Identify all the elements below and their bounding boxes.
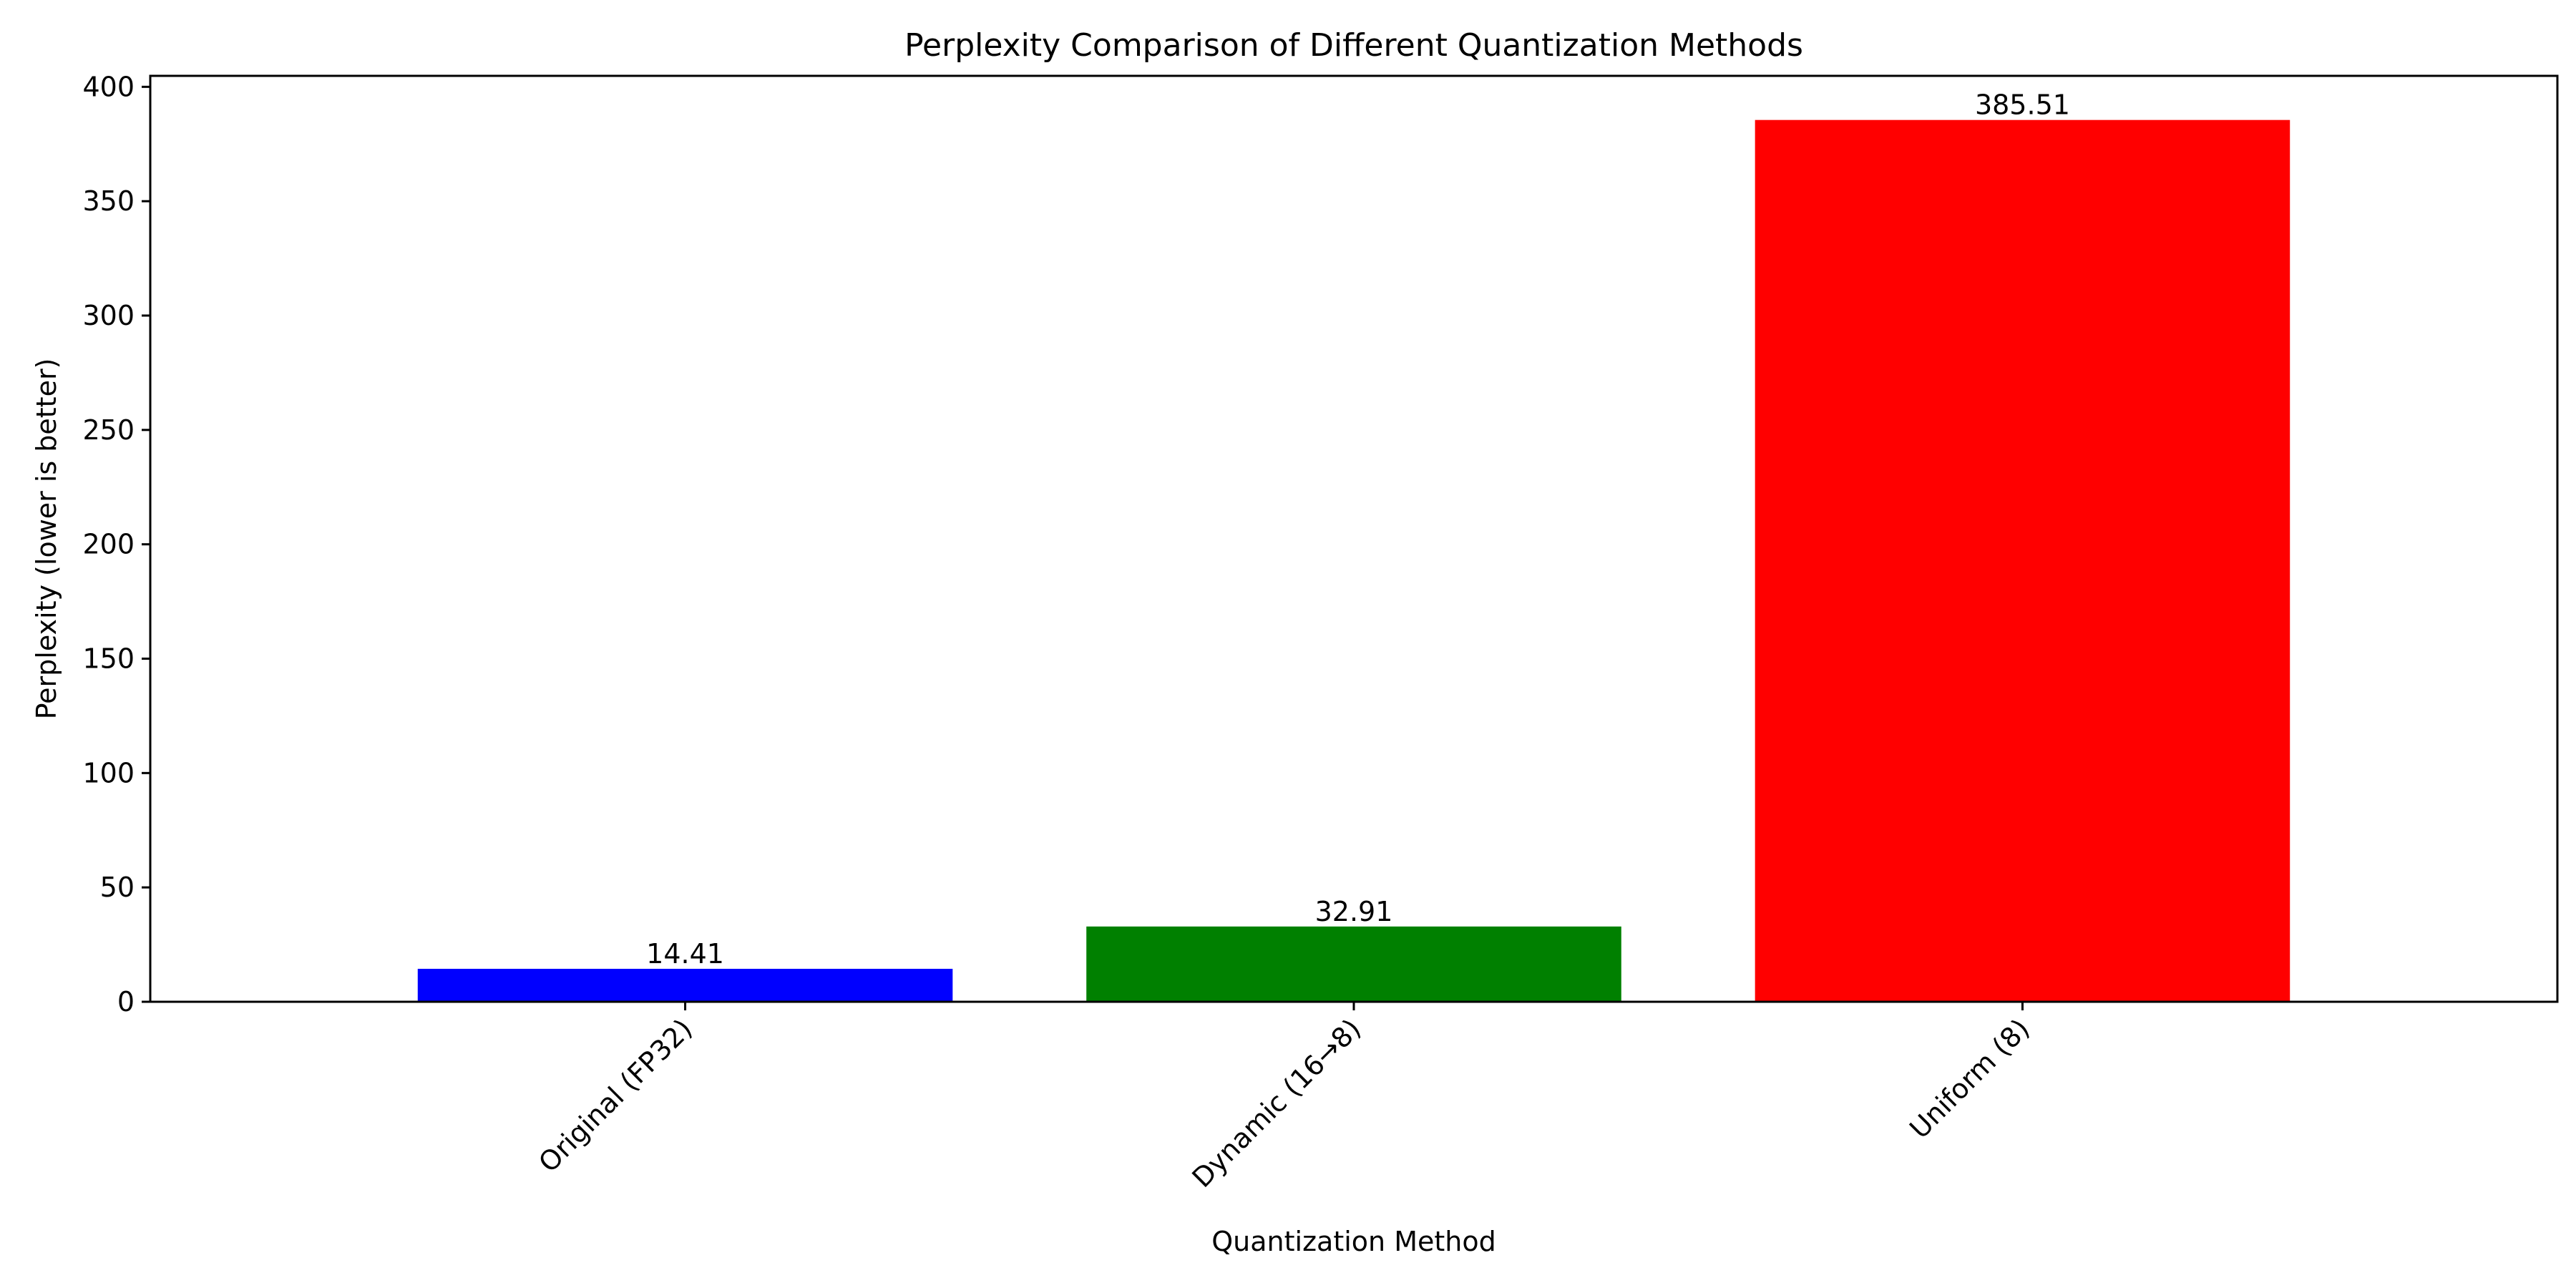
y-tick-label-8: 400 bbox=[82, 71, 135, 102]
plot-frame bbox=[149, 74, 2559, 1003]
y-tick-label-6: 300 bbox=[82, 300, 135, 331]
bar-0 bbox=[417, 968, 953, 1002]
y-tick-label-2: 100 bbox=[82, 757, 135, 789]
bar-value-label-1: 32.91 bbox=[1315, 896, 1393, 927]
bar-value-labels: 14.41 32.91 385.51 bbox=[646, 89, 2070, 970]
y-tick-label-3: 150 bbox=[82, 643, 135, 675]
y-tick-label-1: 50 bbox=[100, 872, 135, 903]
bars-layer bbox=[417, 119, 2290, 1002]
y-tick-label-7: 350 bbox=[82, 185, 135, 217]
y-axis: 0 50 100 150 200 250 300 350 400 bbox=[82, 71, 150, 1018]
y-tick-label-5: 250 bbox=[82, 414, 135, 446]
bar-value-label-2: 385.51 bbox=[1975, 89, 2070, 121]
bar-2 bbox=[1755, 119, 2290, 1002]
bar-1 bbox=[1086, 926, 1621, 1002]
y-tick-label-4: 200 bbox=[82, 529, 135, 560]
bar-value-label-0: 14.41 bbox=[646, 938, 724, 970]
chart-title: Perplexity Comparison of Different Quant… bbox=[904, 27, 1803, 64]
y-axis-label: Perplexity (lower is better) bbox=[31, 358, 62, 720]
y-tick-label-0: 0 bbox=[117, 986, 135, 1018]
x-axis-label: Quantization Method bbox=[1211, 1226, 1496, 1257]
